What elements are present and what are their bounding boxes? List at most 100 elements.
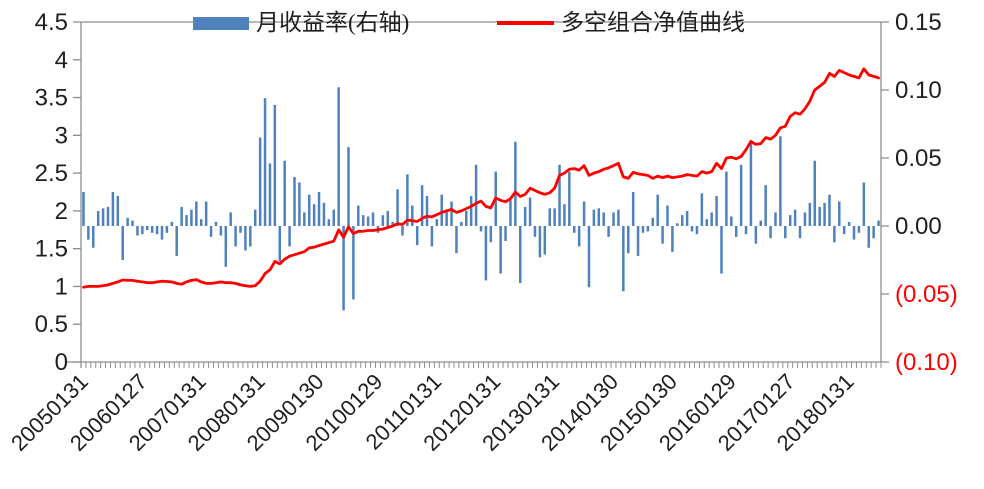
return-bar (744, 226, 748, 235)
return-bar (175, 226, 178, 256)
return-bar (828, 194, 831, 226)
line-series-swatch (497, 21, 554, 25)
return-bar (818, 206, 821, 226)
return-bar (425, 196, 429, 226)
return-bar (833, 226, 836, 243)
return-bar (386, 211, 389, 226)
return-bar (626, 226, 630, 254)
return-bar (352, 226, 355, 300)
return-bar (877, 220, 880, 226)
return-bar (327, 219, 331, 226)
return-bar (862, 182, 866, 226)
return-bar (298, 182, 301, 226)
return-bar (734, 226, 738, 237)
return-bar (602, 212, 605, 226)
return-bar (263, 98, 267, 226)
return-bar (411, 205, 414, 226)
x-axis-tick-labels: 2005013120060127200701312008013120090130… (6, 369, 859, 456)
return-bar (278, 226, 282, 262)
return-bar (499, 226, 502, 274)
return-bar (101, 208, 105, 226)
return-bar (415, 226, 419, 246)
return-bar (788, 215, 792, 226)
return-bar (190, 209, 193, 226)
legend-item-monthly-return[interactable]: 月收益率(右轴) (193, 10, 409, 36)
return-bar (420, 185, 424, 226)
return-bar (391, 221, 394, 226)
legend-item-nav-curve[interactable]: 多空组合净值曲线 (497, 10, 745, 36)
return-bar (381, 215, 385, 226)
return-bar (450, 201, 453, 226)
return-bar (838, 201, 841, 226)
return-bar (754, 226, 758, 244)
return-bar (803, 212, 807, 226)
return-bar (514, 141, 517, 226)
return-bar (214, 221, 218, 226)
return-bar (489, 226, 493, 243)
return-bar (847, 221, 851, 226)
return-bar (347, 147, 350, 226)
return-bar (720, 226, 723, 274)
return-bar (131, 220, 134, 226)
return-bar (92, 226, 95, 248)
return-bar (484, 226, 488, 281)
return-bar (322, 202, 326, 226)
return-bar (155, 226, 159, 235)
return-bar (710, 212, 713, 226)
return-bar (170, 221, 174, 226)
return-bar (661, 226, 664, 244)
return-bar (842, 226, 846, 235)
return-bar (479, 226, 483, 232)
return-bar (622, 226, 625, 292)
return-bar (730, 216, 733, 226)
return-bar (528, 197, 532, 226)
return-bar (563, 204, 566, 226)
return-bar (612, 212, 615, 226)
return-bar (106, 206, 110, 226)
return-bar (651, 217, 655, 226)
return-bar (823, 202, 826, 226)
return-bar (700, 193, 704, 226)
right-axis-tick-label: 0.00 (895, 213, 942, 240)
return-bar (293, 177, 296, 226)
return-bar (543, 226, 547, 255)
return-bar (867, 226, 870, 248)
return-bar (808, 202, 812, 226)
return-bar (460, 221, 463, 226)
return-bar (509, 200, 512, 226)
return-bar (111, 192, 115, 226)
left-axis-tick-label: 2 (55, 198, 68, 225)
return-bar (764, 185, 767, 226)
return-bar (229, 212, 232, 226)
left-axis-tick-label: 1 (55, 273, 68, 300)
return-bar (126, 217, 129, 226)
left-axis-tick-label: 3.5 (35, 85, 68, 112)
return-bar (852, 226, 856, 240)
return-bar (631, 192, 635, 226)
return-bar (577, 226, 581, 247)
return-bar (617, 209, 620, 226)
return-bar (234, 226, 237, 247)
return-bar (244, 226, 247, 251)
return-bar (258, 137, 262, 226)
return-bar (283, 160, 286, 226)
return-bar (553, 208, 556, 226)
return-bar (185, 215, 188, 226)
return-bar (558, 164, 561, 226)
return-bar (676, 223, 679, 226)
right-axis-tick-label: 0.05 (895, 145, 942, 172)
return-bar (445, 209, 448, 226)
return-bar (548, 208, 551, 226)
return-bar (685, 211, 689, 226)
axes (67, 21, 882, 368)
right-axis-ticks: 0.15 0.10 0.05 0.00 (0.05) (0.10) (881, 9, 958, 376)
return-bar (813, 160, 816, 226)
return-bar (749, 141, 753, 226)
return-bar (725, 171, 728, 226)
return-bar (455, 226, 458, 254)
return-bar (307, 194, 311, 226)
monthly-return-bars (82, 87, 880, 311)
return-bar (646, 226, 650, 232)
